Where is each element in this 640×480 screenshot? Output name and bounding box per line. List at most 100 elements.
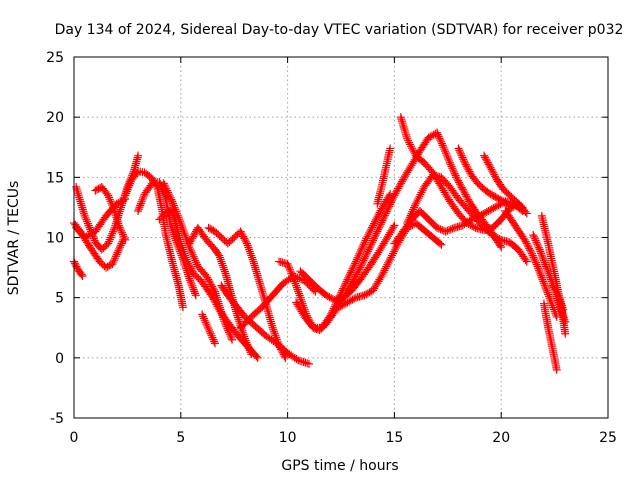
data-point — [224, 328, 233, 337]
data-point — [397, 179, 406, 188]
data-point — [139, 192, 148, 201]
data-point — [341, 279, 350, 288]
data-point — [172, 209, 181, 218]
data-point — [301, 358, 310, 367]
data-point — [172, 207, 181, 216]
data-point — [338, 301, 347, 310]
data-point — [114, 221, 123, 230]
y-axis-label: SDTVAR / TECUs — [6, 181, 22, 296]
data-point — [372, 213, 381, 222]
data-point — [365, 228, 374, 237]
data-point — [221, 319, 230, 328]
data-point — [137, 197, 146, 206]
data-point — [369, 219, 378, 228]
data-point — [549, 303, 558, 312]
data-point — [441, 147, 450, 156]
data-point — [206, 278, 215, 287]
x-tick-label: 5 — [176, 430, 185, 446]
data-point — [358, 242, 367, 251]
data-point — [173, 211, 182, 220]
data-point — [248, 255, 257, 264]
data-point — [339, 284, 348, 293]
data-point — [168, 226, 177, 235]
data-point — [372, 229, 381, 238]
data-point — [188, 250, 197, 259]
data-point — [252, 352, 261, 361]
data-point — [482, 156, 491, 165]
data-point — [496, 241, 505, 250]
data-point — [554, 294, 563, 303]
y-tick-label: 20 — [46, 110, 64, 126]
data-point — [446, 225, 455, 234]
data-point — [445, 158, 454, 167]
data-point — [383, 260, 392, 269]
data-point — [386, 190, 395, 199]
data-point — [374, 210, 383, 219]
data-point — [295, 291, 304, 300]
data-point — [87, 229, 96, 238]
data-point — [437, 137, 446, 146]
data-point — [77, 201, 86, 210]
data-point — [223, 324, 232, 333]
data-point — [191, 256, 200, 265]
data-point — [376, 206, 385, 215]
data-point — [465, 216, 474, 225]
data-point — [235, 317, 244, 326]
data-point — [381, 264, 390, 273]
data-point — [244, 243, 253, 252]
data-point — [411, 199, 420, 208]
data-point — [220, 267, 229, 276]
data-point — [338, 286, 347, 295]
data-point — [544, 290, 553, 299]
data-point — [175, 215, 184, 224]
data-point — [548, 301, 557, 310]
data-point — [163, 188, 172, 197]
data-point — [390, 221, 399, 230]
data-point — [135, 203, 144, 212]
data-point — [198, 310, 207, 319]
data-point — [177, 241, 186, 250]
data-point — [203, 273, 212, 282]
data-point — [394, 184, 403, 193]
data-point — [375, 223, 384, 232]
data-point — [176, 239, 185, 248]
data-point — [360, 254, 369, 263]
series-arc-16 — [292, 190, 395, 332]
data-point — [104, 193, 113, 202]
data-point — [363, 289, 372, 298]
data-point — [106, 233, 115, 242]
data-point — [186, 237, 195, 246]
data-point — [366, 227, 375, 236]
data-point — [452, 173, 461, 182]
data-point — [104, 191, 113, 200]
data-point — [553, 290, 562, 299]
data-point — [486, 206, 495, 215]
data-point — [454, 144, 463, 153]
y-tick-label: 0 — [55, 351, 64, 367]
data-point — [236, 227, 245, 236]
data-point — [555, 296, 564, 305]
y-tick-label: 10 — [46, 231, 64, 247]
data-point — [201, 318, 210, 327]
data-point — [504, 201, 513, 210]
data-point — [427, 131, 436, 140]
data-point — [363, 232, 372, 241]
series-arc-12 — [198, 310, 219, 348]
data-point — [481, 155, 490, 164]
data-point — [186, 264, 195, 273]
data-point — [404, 215, 413, 224]
data-point — [186, 276, 195, 285]
data-point — [363, 249, 372, 258]
data-point — [218, 261, 227, 270]
chart-title: Day 134 of 2024, Sidereal Day-to-day VTE… — [55, 22, 624, 38]
data-point — [374, 225, 383, 234]
data-point — [340, 281, 349, 290]
data-point — [217, 309, 226, 318]
data-point — [114, 246, 123, 255]
y-axis-ticks: -5 0 5 10 15 20 25 — [46, 50, 608, 427]
data-point — [456, 149, 465, 158]
data-point — [107, 231, 116, 240]
data-point — [409, 205, 418, 214]
data-point — [522, 257, 531, 266]
data-point — [185, 274, 194, 283]
